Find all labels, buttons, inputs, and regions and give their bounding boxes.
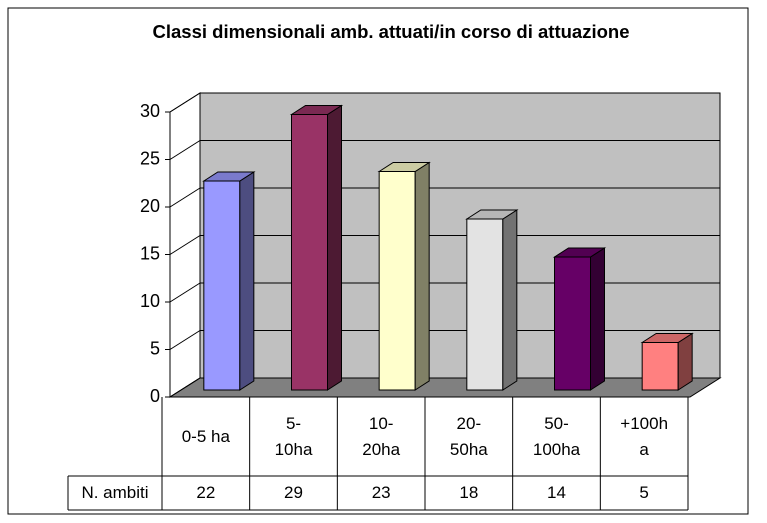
- bar-face: [203, 180, 241, 391]
- table-value: 22: [196, 483, 216, 502]
- bar: [202, 171, 256, 391]
- bar-face: [466, 218, 504, 391]
- bar-face: [239, 171, 255, 391]
- bar-face: [677, 332, 693, 391]
- table-value: 29: [284, 483, 303, 502]
- grid-line: [169, 140, 201, 160]
- bar-face: [552, 247, 607, 258]
- bar-face: [377, 162, 431, 172]
- bar: [377, 161, 431, 391]
- table-value: 23: [371, 483, 391, 502]
- y-tick-label: 0: [150, 386, 160, 406]
- table-value: 18: [459, 483, 479, 502]
- grid-line: [169, 330, 201, 350]
- table-value: 14: [547, 483, 566, 502]
- bar: [289, 104, 344, 391]
- bar-face: [289, 105, 344, 115]
- y-tick-label: 10: [140, 291, 160, 311]
- y-tick-label: 15: [140, 243, 160, 263]
- grid-line: [169, 377, 201, 398]
- grid-line: [169, 282, 201, 303]
- y-tick-label: 25: [140, 148, 160, 168]
- bar-face: [378, 171, 416, 391]
- bar: [552, 247, 607, 391]
- y-tick-label: 5: [150, 338, 160, 358]
- bar-face: [502, 209, 518, 391]
- grid-line: [169, 92, 201, 113]
- bar-face: [465, 209, 519, 220]
- x-tick-label: 20-50ha: [449, 413, 488, 459]
- bar: [640, 332, 694, 391]
- bar-face: [590, 247, 605, 391]
- bar-face: [414, 161, 430, 391]
- bar-face: [640, 333, 694, 343]
- series-name: N. ambiti: [81, 483, 149, 502]
- x-tick-label: +100ha: [620, 413, 669, 459]
- bar: [465, 209, 519, 391]
- grid-line: [169, 235, 201, 255]
- bar-face: [291, 114, 328, 391]
- bar-face: [554, 256, 591, 391]
- x-tick-label: 5-10ha: [274, 413, 313, 459]
- table-value: 5: [639, 483, 649, 502]
- bar-face: [641, 342, 679, 391]
- bar-face: [327, 104, 342, 391]
- x-tick-label: 50-100ha: [532, 413, 581, 459]
- x-tick-label: 0-5 ha: [181, 426, 230, 446]
- y-tick-label: 20: [140, 196, 160, 216]
- chart-title: Classi dimensionali amb. attuati/in cors…: [153, 21, 630, 42]
- y-tick-label: 30: [140, 101, 160, 121]
- x-tick-label: 10-20ha: [362, 413, 401, 459]
- bar-face: [202, 171, 256, 182]
- grid-line: [169, 187, 201, 208]
